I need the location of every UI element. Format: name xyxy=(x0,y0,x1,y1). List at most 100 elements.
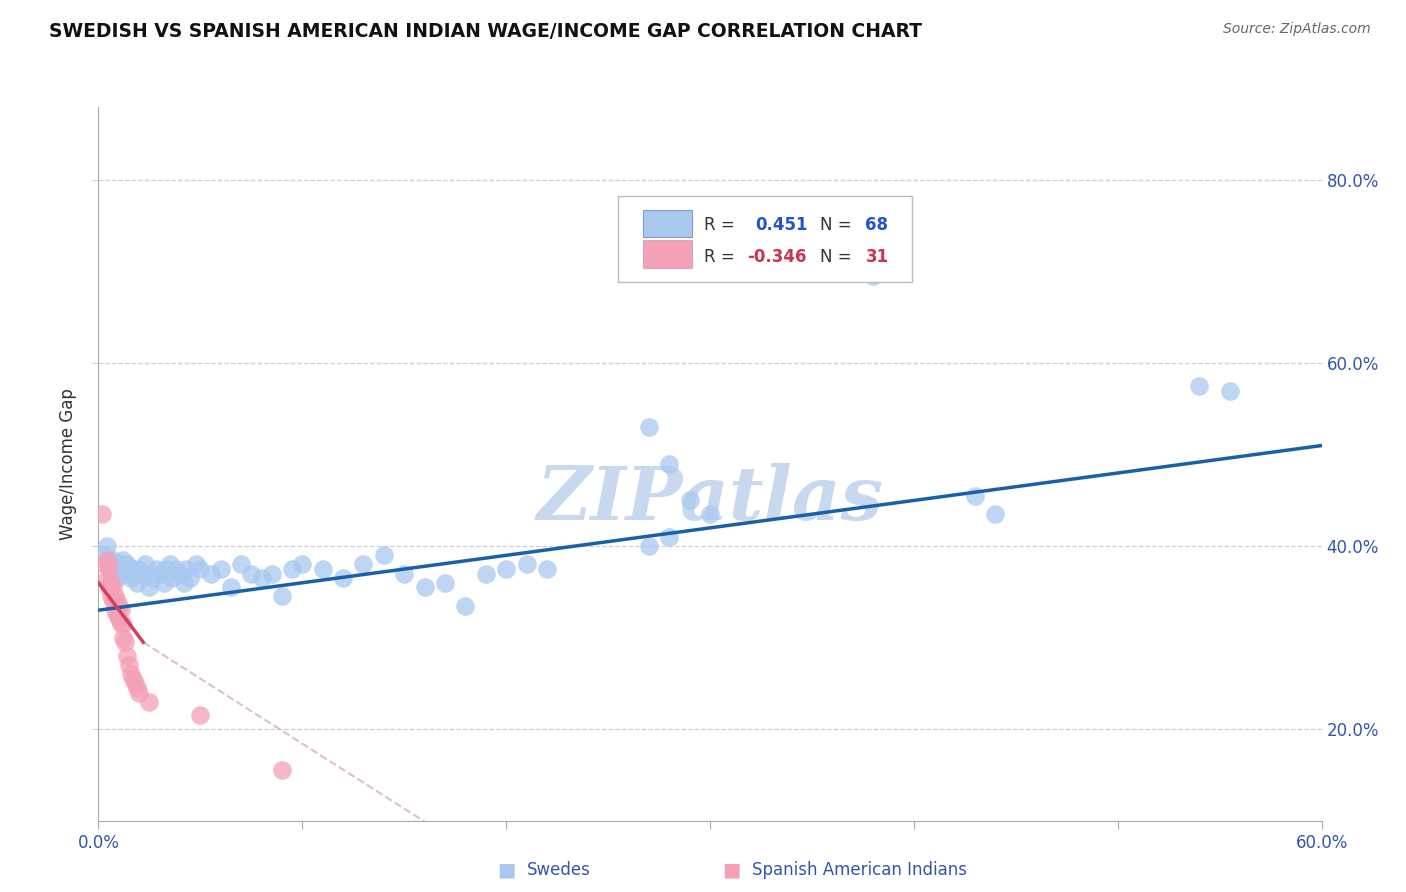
Point xyxy=(93,549,115,563)
Text: 0.451: 0.451 xyxy=(755,216,808,234)
Y-axis label: Wage/Income Gap: Wage/Income Gap xyxy=(59,388,77,540)
Point xyxy=(122,562,145,576)
Point xyxy=(658,530,681,544)
Point xyxy=(149,566,172,581)
Point xyxy=(281,562,304,576)
Point xyxy=(120,667,142,681)
Point xyxy=(110,603,132,617)
Point xyxy=(495,562,517,576)
Point xyxy=(165,562,187,576)
Point xyxy=(454,599,477,613)
Point xyxy=(104,562,127,576)
Point xyxy=(120,571,142,585)
Point xyxy=(101,580,124,594)
Point xyxy=(250,571,273,585)
Point xyxy=(188,708,212,723)
Point xyxy=(97,558,120,572)
Point xyxy=(124,566,146,581)
Point xyxy=(209,562,232,576)
Text: N =: N = xyxy=(820,216,852,234)
Point xyxy=(173,575,195,590)
Point xyxy=(179,571,201,585)
Point xyxy=(93,558,115,572)
FancyBboxPatch shape xyxy=(643,241,692,268)
Point xyxy=(516,558,538,572)
Point xyxy=(152,575,174,590)
Point xyxy=(118,562,141,576)
Point xyxy=(97,562,120,576)
Point xyxy=(965,489,987,503)
Point xyxy=(105,571,128,585)
Point xyxy=(270,764,294,778)
Point xyxy=(1188,379,1211,393)
Text: ■: ■ xyxy=(496,860,516,880)
Point xyxy=(110,616,132,631)
Point xyxy=(174,562,197,576)
Point xyxy=(105,594,128,608)
Point xyxy=(200,566,222,581)
Text: R =: R = xyxy=(704,216,735,234)
Point xyxy=(115,558,138,572)
Point xyxy=(111,616,134,631)
Point xyxy=(270,590,294,604)
Point xyxy=(159,558,181,572)
Point xyxy=(231,558,253,572)
Point xyxy=(110,562,132,576)
Point xyxy=(114,635,136,649)
Point xyxy=(128,685,150,699)
Point xyxy=(312,562,335,576)
Point xyxy=(188,562,212,576)
Point xyxy=(373,549,395,563)
Text: R =: R = xyxy=(704,248,735,266)
Text: 68: 68 xyxy=(865,216,889,234)
Point xyxy=(104,603,127,617)
Text: Swedes: Swedes xyxy=(527,861,591,879)
Point xyxy=(169,566,191,581)
Point xyxy=(96,539,118,553)
Text: 31: 31 xyxy=(865,248,889,266)
Point xyxy=(1219,384,1241,398)
Point xyxy=(413,580,436,594)
Point xyxy=(108,558,131,572)
Text: N =: N = xyxy=(820,248,852,266)
Text: -0.346: -0.346 xyxy=(747,248,806,266)
Point xyxy=(638,420,661,434)
Point xyxy=(91,507,114,521)
Point xyxy=(101,553,124,567)
Point xyxy=(134,558,156,572)
Point xyxy=(862,269,884,284)
Point xyxy=(118,658,141,673)
Point xyxy=(142,571,165,585)
Point xyxy=(100,566,122,581)
Point xyxy=(96,571,118,585)
Text: ZIPatlas: ZIPatlas xyxy=(537,463,883,536)
Point xyxy=(122,672,145,686)
Point xyxy=(127,575,149,590)
Point xyxy=(132,566,155,581)
Point xyxy=(434,575,457,590)
Point xyxy=(108,599,131,613)
Point xyxy=(638,539,661,553)
Point xyxy=(111,631,134,645)
Point xyxy=(155,562,177,576)
Point xyxy=(160,571,183,585)
Point xyxy=(240,566,263,581)
Point xyxy=(108,612,131,626)
Point xyxy=(100,590,122,604)
Text: SWEDISH VS SPANISH AMERICAN INDIAN WAGE/INCOME GAP CORRELATION CHART: SWEDISH VS SPANISH AMERICAN INDIAN WAGE/… xyxy=(49,22,922,41)
Point xyxy=(124,676,146,690)
Point xyxy=(219,580,242,594)
Point xyxy=(536,562,558,576)
Text: Source: ZipAtlas.com: Source: ZipAtlas.com xyxy=(1223,22,1371,37)
Point xyxy=(984,507,1007,521)
Point xyxy=(105,607,128,622)
Point xyxy=(138,695,160,709)
Point xyxy=(101,594,124,608)
Point xyxy=(679,493,702,508)
Point xyxy=(658,457,681,471)
FancyBboxPatch shape xyxy=(619,196,912,282)
Point xyxy=(100,575,122,590)
Point xyxy=(145,562,167,576)
Point xyxy=(291,558,314,572)
Point xyxy=(186,558,208,572)
